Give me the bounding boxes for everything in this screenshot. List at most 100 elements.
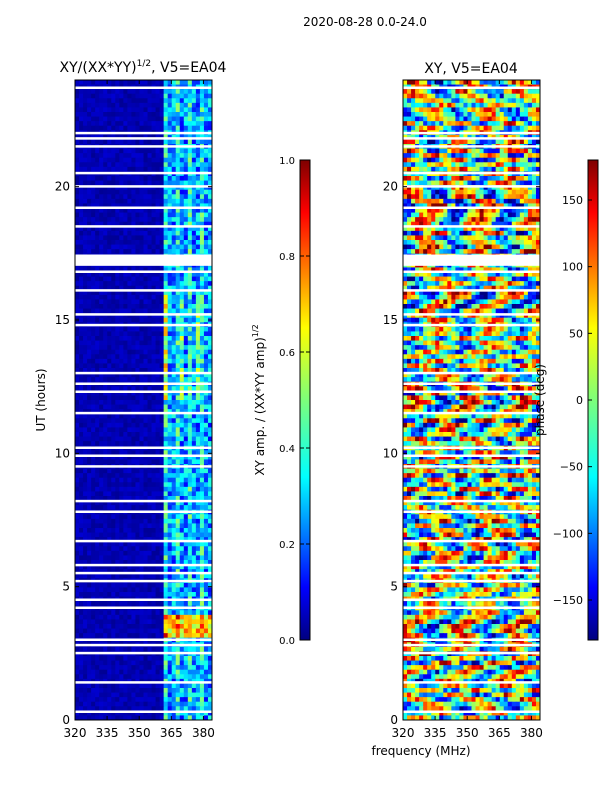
- amplitude-heatmap-cell: [191, 240, 197, 246]
- amplitude-heatmap-cell: [203, 669, 209, 675]
- amplitude-heatmap-cell: [115, 610, 120, 616]
- amplitude-heatmap-cell: [179, 587, 185, 593]
- amplitude-heatmap-cell: [183, 409, 189, 415]
- amplitude-heatmap-cell: [179, 486, 185, 493]
- amplitude-heatmap-cell: [159, 153, 165, 159]
- amplitude-heatmap-cell: [183, 194, 189, 200]
- amplitude-heatmap-cell: [147, 217, 153, 223]
- amplitude-heatmap-cell: [203, 153, 209, 159]
- amplitude-heatmap-cell: [187, 514, 193, 520]
- amplitude-heatmap-cell: [139, 358, 145, 365]
- amplitude-heatmap-cell: [111, 688, 116, 694]
- amplitude-heatmap-cell: [87, 166, 92, 173]
- amplitude-heatmap-cell: [207, 166, 212, 173]
- amplitude-heatmap-cell: [83, 477, 88, 483]
- amplitude-heatmap-cell: [119, 418, 124, 424]
- amplitude-heatmap-cell: [107, 564, 112, 570]
- amplitude-heatmap-cell: [119, 317, 124, 323]
- amplitude-heatmap-cell: [131, 532, 137, 538]
- amplitude-heatmap-cell: [87, 468, 92, 474]
- amplitude-heatmap-cell: [163, 564, 169, 570]
- amplitude-heatmap-cell: [87, 582, 92, 589]
- amplitude-heatmap-cell: [191, 395, 197, 401]
- amplitude-heatmap-cell: [191, 441, 197, 447]
- amplitude-heatmap-cell: [107, 404, 112, 410]
- amplitude-heatmap-cell: [91, 564, 96, 570]
- amplitude-heatmap-cell: [139, 660, 145, 666]
- amplitude-heatmap-cell: [99, 294, 104, 301]
- phase-heatmap-cell: [415, 89, 420, 95]
- amplitude-heatmap-cell: [87, 656, 92, 662]
- amplitude-heatmap-cell: [107, 299, 112, 305]
- amplitude-heatmap-cell: [127, 656, 133, 662]
- amplitude-heatmap-cell: [87, 610, 92, 616]
- amplitude-heatmap-cell: [179, 102, 185, 109]
- amplitude-heatmap-cell: [99, 528, 104, 534]
- amplitude-heatmap-cell: [155, 93, 161, 99]
- amplitude-heatmap-cell: [147, 514, 153, 520]
- amplitude-heatmap-cell: [147, 486, 153, 493]
- amplitude-heatmap-cell: [151, 614, 157, 621]
- amplitude-heatmap-cell: [91, 669, 96, 675]
- amplitude-heatmap-cell: [87, 349, 92, 355]
- amplitude-heatmap-cell: [191, 683, 197, 689]
- amplitude-heatmap-cell: [115, 390, 120, 397]
- amplitude-heatmap-cell: [127, 125, 133, 131]
- amplitude-heatmap-cell: [195, 505, 201, 511]
- amplitude-heatmap-cell: [111, 614, 116, 621]
- amplitude-heatmap-cell: [207, 157, 212, 163]
- amplitude-heatmap-cell: [83, 386, 88, 392]
- amplitude-heatmap-cell: [75, 217, 80, 223]
- amplitude-heatmap-cell: [131, 400, 137, 406]
- amplitude-heatmap-cell: [203, 240, 209, 246]
- amplitude-heatmap-cell: [199, 404, 205, 410]
- amplitude-heatmap-cell: [87, 368, 92, 374]
- amplitude-heatmap-cell: [127, 706, 133, 712]
- amplitude-heatmap-cell: [99, 564, 104, 570]
- amplitude-heatmap-cell: [95, 368, 100, 374]
- amplitude-heatmap-cell: [183, 514, 189, 520]
- amplitude-heatmap-cell: [143, 185, 149, 191]
- amplitude-heatmap-cell: [151, 308, 157, 314]
- amplitude-heatmap-cell: [131, 395, 137, 401]
- phase-heatmap-cell: [467, 80, 473, 86]
- amplitude-heatmap-cell: [203, 473, 209, 479]
- amplitude-heatmap-cell: [135, 710, 141, 717]
- amplitude-heatmap-cell: [139, 390, 145, 397]
- amplitude-heatmap-cell: [87, 473, 92, 479]
- amplitude-heatmap-cell: [115, 176, 120, 182]
- amplitude-heatmap-cell: [203, 459, 209, 465]
- amplitude-heatmap-cell: [103, 468, 108, 474]
- amplitude-heatmap-cell: [187, 555, 193, 561]
- amplitude-heatmap-cell: [159, 573, 165, 579]
- amplitude-heatmap-cell: [151, 715, 157, 720]
- amplitude-heatmap-cell: [95, 610, 100, 616]
- amplitude-heatmap-cell: [127, 523, 133, 529]
- amplitude-heatmap-cell: [123, 674, 128, 680]
- amplitude-heatmap-cell: [99, 468, 104, 474]
- amplitude-heatmap-cell: [135, 308, 141, 314]
- amplitude-heatmap-cell: [79, 710, 84, 717]
- amplitude-heatmap-cell: [107, 541, 112, 547]
- amplitude-heatmap-cell: [207, 454, 212, 461]
- amplitude-heatmap-cell: [203, 486, 209, 493]
- amplitude-heatmap-cell: [187, 496, 193, 502]
- amplitude-heatmap-cell: [175, 441, 181, 447]
- amplitude-heatmap-cell: [155, 601, 161, 607]
- amplitude-heatmap-cell: [119, 153, 124, 159]
- amplitude-heatmap-cell: [143, 340, 149, 346]
- amplitude-heatmap-cell: [99, 628, 104, 634]
- amplitude-heatmap-cell: [135, 345, 141, 351]
- amplitude-heatmap-cell: [115, 313, 120, 319]
- amplitude-heatmap-cell: [171, 569, 177, 575]
- amplitude-heatmap-cell: [163, 267, 169, 273]
- amplitude-heatmap-cell: [111, 89, 116, 95]
- amplitude-heatmap-cell: [143, 80, 149, 86]
- amplitude-heatmap-cell: [147, 294, 153, 301]
- phase-heatmap-cell: [519, 89, 525, 95]
- amplitude-heatmap-cell: [191, 674, 197, 680]
- amplitude-heatmap-cell: [159, 418, 165, 424]
- amplitude-heatmap-cell: [167, 285, 173, 291]
- amplitude-heatmap-cell: [163, 610, 169, 616]
- amplitude-heatmap-cell: [107, 669, 112, 675]
